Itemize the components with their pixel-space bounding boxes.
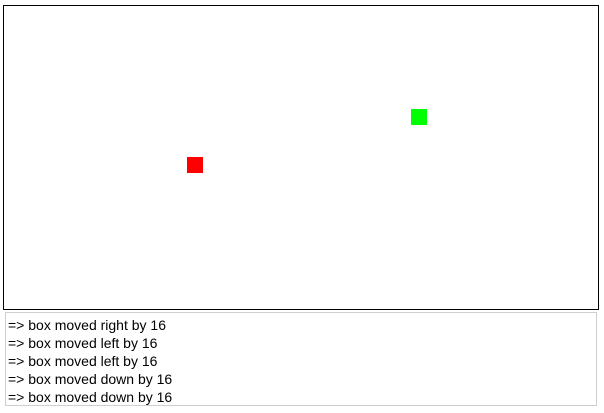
red-box[interactable] <box>187 157 203 173</box>
log-line: => box moved left by 16 <box>8 353 158 369</box>
game-canvas[interactable] <box>3 5 599 310</box>
log-line: => box moved left by 16 <box>8 335 158 351</box>
event-log: => box moved right by 16 => box moved le… <box>5 312 597 406</box>
green-box[interactable] <box>411 109 427 125</box>
log-line: => box moved down by 16 <box>8 371 173 387</box>
log-line: => box moved right by 16 <box>8 317 166 333</box>
log-line: => box moved down by 16 <box>8 389 173 405</box>
